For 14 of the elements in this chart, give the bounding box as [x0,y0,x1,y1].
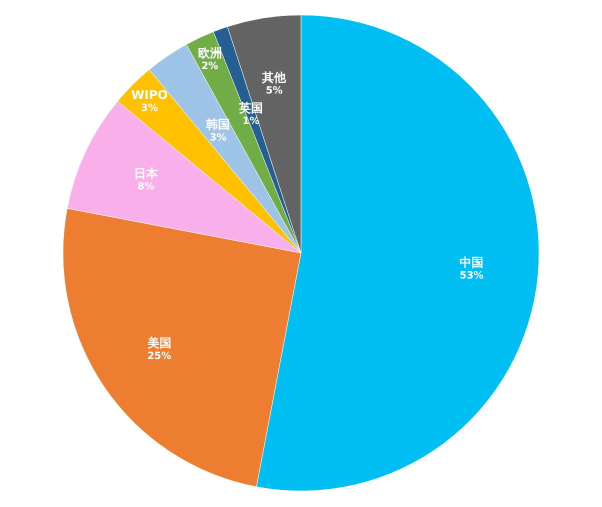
slice-label: 日本 [134,166,159,181]
slice-label: 韩国 [205,118,230,132]
data-label: 25% [147,350,172,362]
slice-label: 欧洲 [198,46,222,60]
data-label: 3% [210,132,227,144]
data-label: 5% [266,85,283,96]
slice-label: WIPO [131,88,168,102]
data-label: 3% [141,103,158,114]
slice-label: 其他 [261,70,288,84]
data-label: 2% [201,60,218,72]
slice-label: 中国 [460,256,484,270]
slice-label: 美国 [146,336,172,350]
data-label: 53% [460,270,484,282]
data-label: 8% [137,182,154,193]
